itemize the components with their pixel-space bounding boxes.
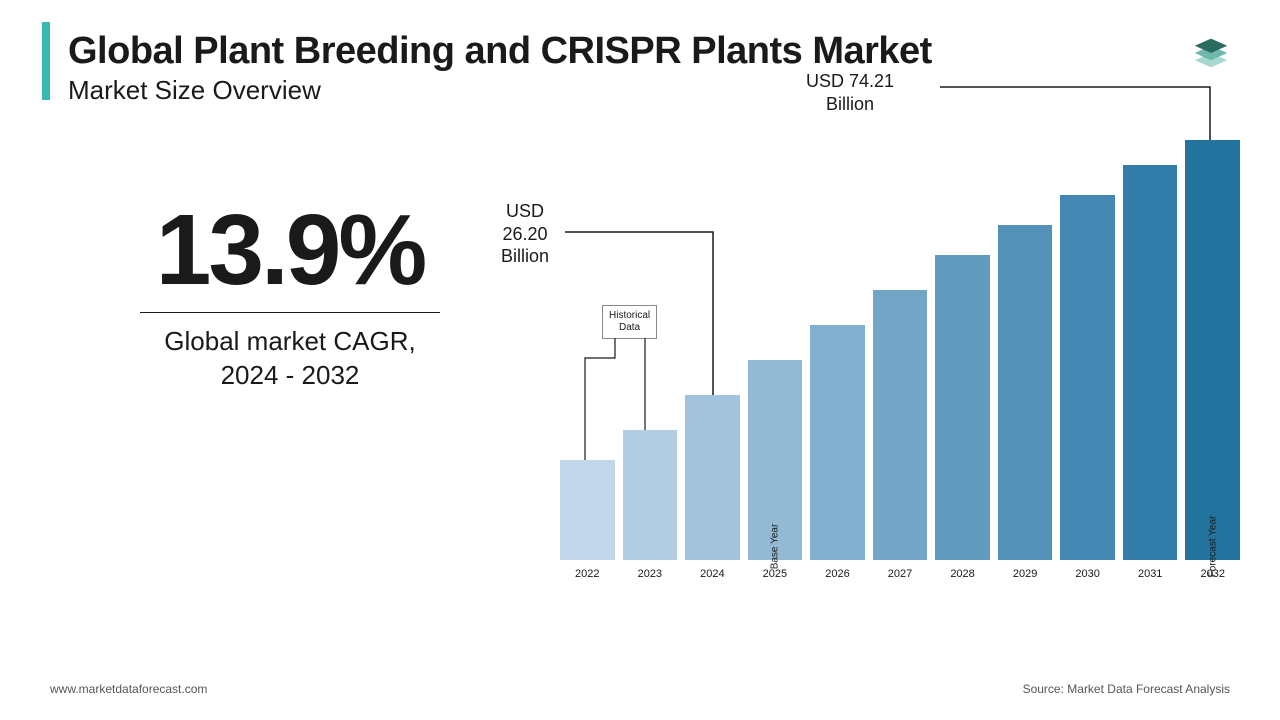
bar-rect: Base Year xyxy=(748,360,803,560)
bar-year-label: 2024 xyxy=(700,568,724,580)
bar-2025: Base Year2025 xyxy=(748,360,803,580)
bar-year-label: 2022 xyxy=(575,568,599,580)
footer-website: www.marketdataforecast.com xyxy=(50,682,207,696)
bar-year-label: 2030 xyxy=(1075,568,1099,580)
bar-2026: 2026 xyxy=(810,325,865,580)
callout-start: USD 26.20 Billion xyxy=(485,200,565,268)
bar-year-label: 2025 xyxy=(763,568,787,580)
bar-rect xyxy=(998,225,1053,560)
bar-2032: Forecast Year2032 xyxy=(1185,140,1240,580)
bar-2031: 2031 xyxy=(1123,165,1178,580)
bar-chart: USD 74.21 Billion USD 26.20 Billion Hist… xyxy=(560,150,1240,610)
cagr-caption-line1: Global market CAGR, xyxy=(164,326,415,356)
callout-start-line2: 26.20 xyxy=(502,224,547,244)
bar-2029: 2029 xyxy=(998,225,1053,580)
page-title: Global Plant Breeding and CRISPR Plants … xyxy=(68,30,1230,73)
footer-source: Source: Market Data Forecast Analysis xyxy=(1023,682,1230,696)
bar-2022: 2022 xyxy=(560,460,615,580)
callout-end: USD 74.21 Billion xyxy=(780,70,920,115)
bar-rect xyxy=(810,325,865,560)
bar-year-label: 2029 xyxy=(1013,568,1037,580)
bar-year-label: 2031 xyxy=(1138,568,1162,580)
bar-rect: Forecast Year xyxy=(1185,140,1240,560)
cagr-caption-line2: 2024 - 2032 xyxy=(221,360,360,390)
callout-start-line1: USD xyxy=(506,201,544,221)
bar-2023: 2023 xyxy=(623,430,678,580)
callout-end-line1: USD 74.21 xyxy=(806,71,894,91)
cagr-caption: Global market CAGR, 2024 - 2032 xyxy=(100,325,480,393)
bar-year-label: 2028 xyxy=(950,568,974,580)
bar-year-label: 2026 xyxy=(825,568,849,580)
bar-inline-label: Base Year xyxy=(769,524,780,570)
bar-rect xyxy=(560,460,615,560)
bar-rect xyxy=(1060,195,1115,560)
bar-2027: 2027 xyxy=(873,290,928,580)
accent-bar xyxy=(42,22,50,100)
cagr-value: 13.9% xyxy=(100,200,480,300)
bar-rect xyxy=(935,255,990,560)
chart-bars-row: 202220232024Base Year2025202620272028202… xyxy=(560,150,1240,580)
callout-start-line3: Billion xyxy=(501,246,549,266)
cagr-block: 13.9% Global market CAGR, 2024 - 2032 xyxy=(100,200,480,393)
cagr-divider xyxy=(140,312,440,313)
bar-2030: 2030 xyxy=(1060,195,1115,580)
bar-2024: 2024 xyxy=(685,395,740,580)
callout-end-line2: Billion xyxy=(826,94,874,114)
bar-2028: 2028 xyxy=(935,255,990,580)
bar-year-label: 2023 xyxy=(638,568,662,580)
bar-inline-label: Forecast Year xyxy=(1207,516,1218,578)
bar-rect xyxy=(873,290,928,560)
slide-container: Global Plant Breeding and CRISPR Plants … xyxy=(0,0,1280,720)
bar-rect xyxy=(685,395,740,560)
bar-year-label: 2027 xyxy=(888,568,912,580)
bar-rect xyxy=(1123,165,1178,560)
bar-rect xyxy=(623,430,678,560)
